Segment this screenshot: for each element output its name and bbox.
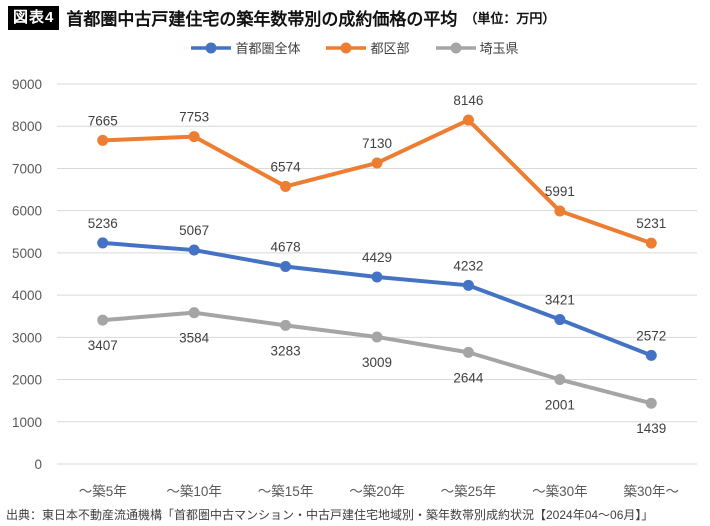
x-tick-label: ～築15年: [258, 484, 314, 499]
data-label: 1439: [636, 421, 666, 436]
data-label: 2644: [453, 370, 484, 385]
data-point: [97, 237, 109, 249]
data-point: [280, 260, 292, 272]
legend-label: 埼玉県: [479, 41, 519, 56]
data-label: 2572: [636, 328, 666, 343]
x-tick-label: ～築25年: [441, 484, 497, 499]
data-point: [280, 180, 292, 192]
line-marker-icon: [326, 42, 367, 53]
data-point: [554, 314, 566, 326]
x-tick-label: 築30年～: [624, 484, 680, 499]
data-label: 2001: [545, 398, 575, 413]
y-tick-label: 4000: [12, 288, 42, 303]
y-tick-label: 2000: [12, 373, 42, 388]
data-point: [645, 237, 657, 249]
x-tick-label: ～築10年: [166, 484, 222, 499]
data-label: 7665: [88, 113, 118, 128]
y-tick-label: 3000: [12, 330, 42, 345]
data-label: 3407: [88, 338, 118, 353]
data-point: [462, 114, 474, 126]
data-point: [97, 314, 109, 326]
legend-item-1: 都区部: [326, 38, 410, 57]
y-tick-label: 8000: [12, 119, 42, 134]
data-point: [188, 131, 200, 143]
data-point: [97, 134, 109, 146]
legend-label: 首都圏全体: [235, 41, 301, 56]
legend-dot: [205, 42, 217, 53]
source-note: 出典：東日本不動産流通機構「首都圏中古マンション・中古戸建住宅地域別・築年数帯別…: [6, 508, 654, 522]
data-point: [371, 157, 383, 169]
data-point: [645, 397, 657, 409]
y-tick-label: 9000: [12, 77, 42, 92]
y-tick-label: 6000: [12, 204, 42, 219]
data-point: [188, 307, 200, 319]
data-label: 3584: [179, 331, 210, 346]
data-label: 7130: [362, 136, 392, 151]
data-label: 3283: [271, 343, 301, 358]
line-marker-icon: [191, 42, 232, 53]
y-tick-label: 7000: [12, 161, 42, 176]
legend-item-2: 埼玉県: [435, 38, 519, 57]
data-label: 5991: [545, 184, 575, 199]
data-point: [371, 271, 383, 283]
legend-dot: [340, 42, 352, 53]
legend-dot: [450, 42, 461, 53]
data-label: 5231: [636, 216, 666, 231]
data-point: [188, 244, 200, 256]
chart-header: 図表4 首都圏中古戸建住宅の築年数帯別の成約価格の平均 （単位：万円）: [8, 5, 555, 30]
y-tick-label: 0: [34, 457, 42, 472]
chart-title: 首都圏中古戸建住宅の築年数帯別の成約価格の平均: [66, 10, 458, 29]
data-label: 6574: [271, 159, 302, 174]
data-point: [371, 331, 383, 343]
x-tick-label: ～築5年: [79, 484, 127, 499]
data-label: 7753: [179, 110, 209, 125]
data-label: 4429: [362, 250, 392, 265]
line-marker-icon: [435, 42, 476, 53]
data-label: 5067: [179, 223, 209, 238]
chart-legend: 首都圏全体 都区部 埼玉県: [0, 38, 710, 57]
data-point: [462, 346, 474, 358]
data-point: [462, 279, 474, 291]
chart-unit-label: （単位：万円）: [464, 11, 556, 26]
data-label: 8146: [453, 93, 483, 108]
data-label: 3009: [362, 355, 392, 370]
legend-label: 都区部: [370, 41, 410, 56]
data-point: [554, 205, 566, 217]
y-tick-label: 5000: [12, 246, 42, 261]
data-point: [280, 319, 292, 331]
data-point: [554, 374, 566, 386]
x-tick-label: ～築30年: [532, 484, 588, 499]
data-point: [645, 349, 657, 361]
data-label: 4678: [271, 239, 301, 254]
legend-item-0: 首都圏全体: [191, 38, 300, 57]
x-tick-label: ～築20年: [349, 484, 405, 499]
data-label: 3421: [545, 293, 575, 308]
y-tick-label: 1000: [12, 415, 42, 430]
figure-number-badge: 図表4: [8, 5, 60, 30]
data-label: 5236: [88, 216, 118, 231]
data-label: 4232: [453, 258, 483, 273]
